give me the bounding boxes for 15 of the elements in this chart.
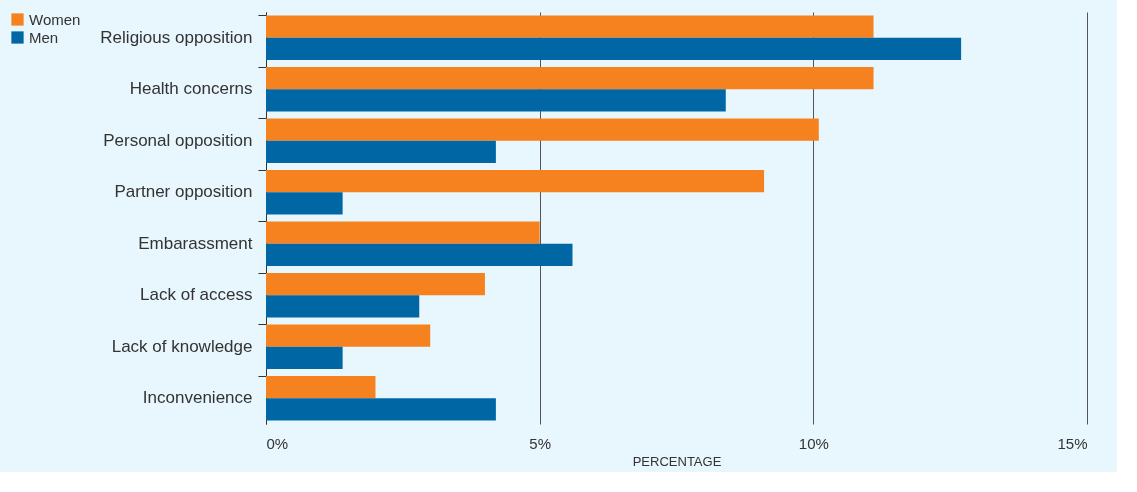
y-tick-label: Religious opposition <box>100 27 253 47</box>
legend-label: Men <box>29 28 59 46</box>
x-tick-label: 0% <box>266 434 289 452</box>
y-tick-label: Personal opposition <box>103 130 253 150</box>
legend-label: Women <box>29 10 81 28</box>
x-tick-label: 15% <box>1057 434 1088 452</box>
y-tick-label: Lack of knowledge <box>111 336 253 356</box>
y-tick-label: Inconvenience <box>142 388 253 408</box>
y-tick-label: Partner opposition <box>114 182 253 202</box>
x-axis-title: PERCENTAGE <box>632 453 722 469</box>
x-tick-label: 10% <box>798 434 829 452</box>
y-tick-label: Lack of access <box>140 285 253 305</box>
y-tick-label: Health concerns <box>129 79 253 99</box>
y-tick-label: Embarassment <box>138 233 253 253</box>
x-tick-label: 5% <box>529 434 552 452</box>
